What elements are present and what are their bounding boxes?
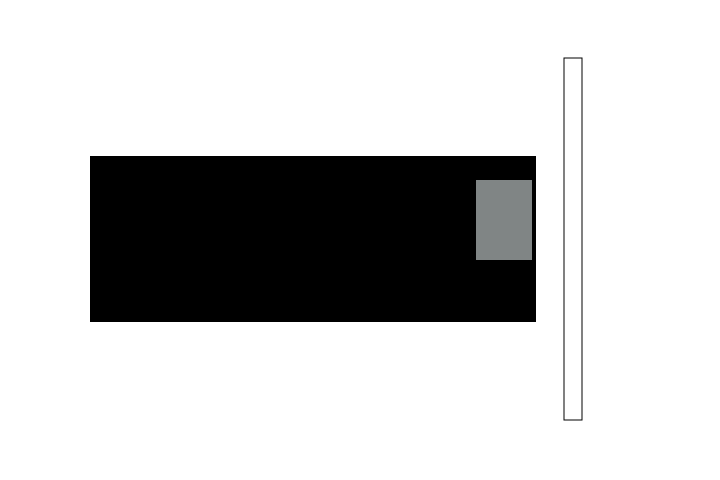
north-aegean-islands (410, 176, 444, 200)
cephalonia-island (321, 233, 329, 242)
chios-island (457, 213, 467, 224)
corfu-island (297, 213, 303, 222)
lesbos-island (452, 195, 470, 207)
rhodes-island (500, 260, 509, 272)
map-panel (90, 156, 536, 322)
precip-field-tint (476, 180, 532, 260)
greece-balkans-landmass (286, 156, 536, 224)
colorbar-frame (563, 57, 583, 421)
euboea-island (375, 204, 404, 224)
italy-landmass (150, 156, 264, 230)
peloponnese-landmass (330, 221, 374, 268)
sicily-island (116, 220, 184, 261)
cyclades-islands (398, 226, 497, 286)
crete-island (388, 290, 466, 301)
colorbar (563, 57, 583, 421)
